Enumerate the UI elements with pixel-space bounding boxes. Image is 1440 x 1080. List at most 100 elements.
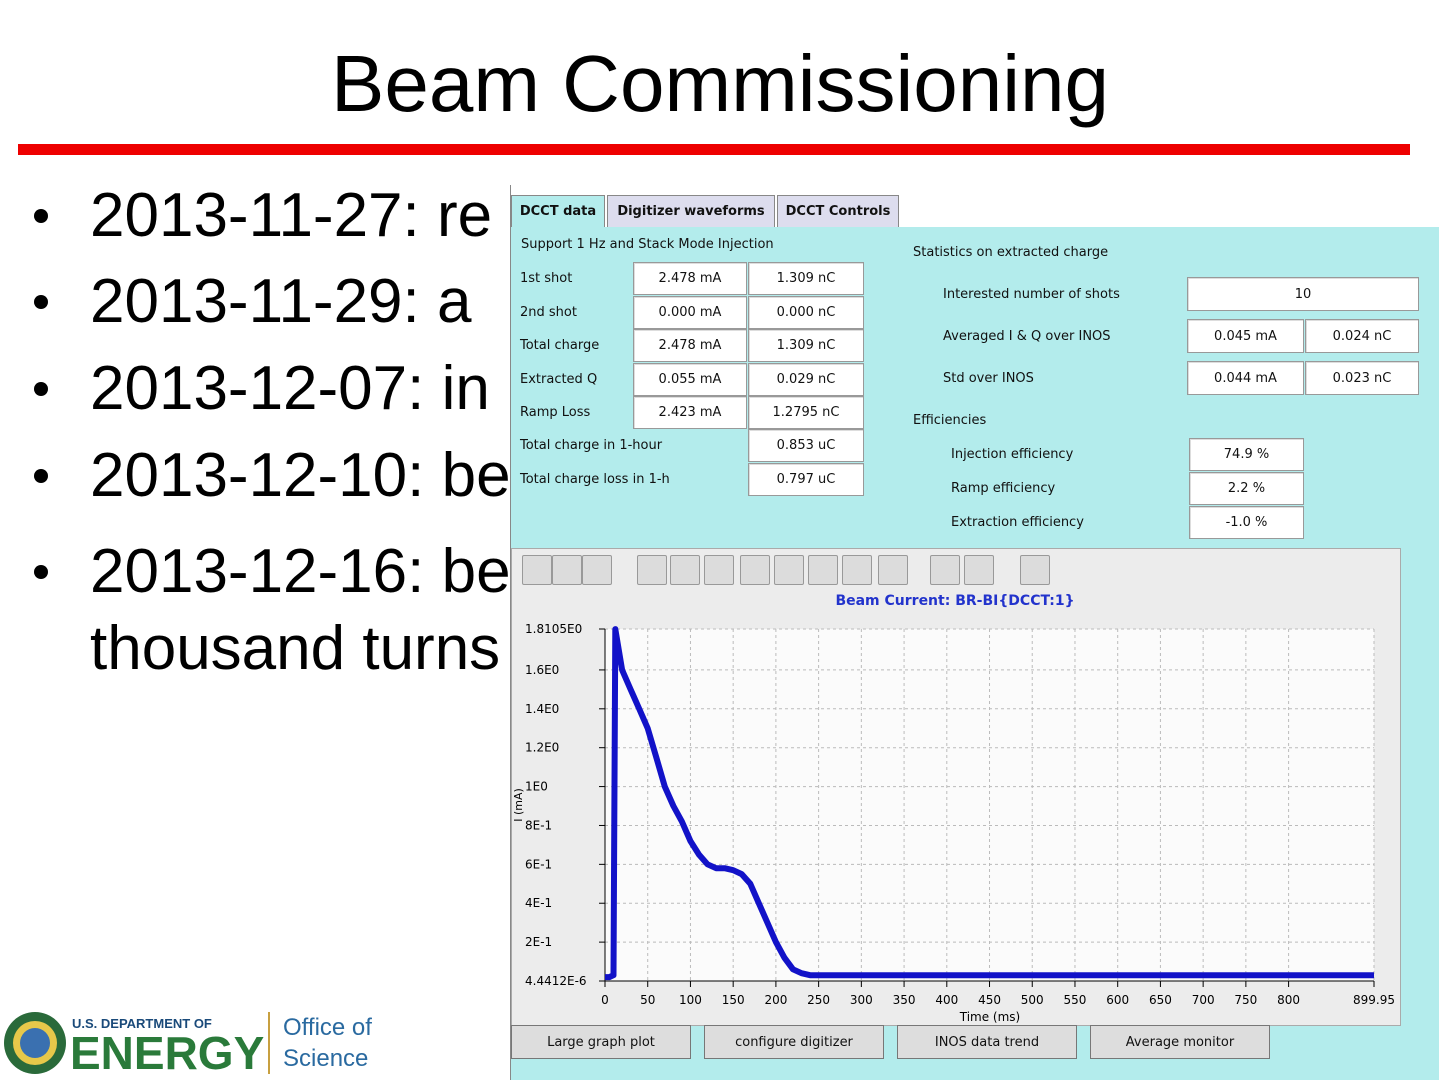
bullet-dot (34, 565, 48, 579)
value-cell: 2.423 mA (633, 396, 747, 429)
toolbar-button[interactable] (930, 555, 960, 585)
x-axis-label: Time (ms) (959, 1010, 1021, 1024)
plot-panel: Beam Current: BR-BI{DCCT:1} 4.4412E-6 2E-1… (511, 548, 1401, 1026)
bullet-text: 2013-11-27: re (90, 181, 493, 250)
value-cell: 0.000 mA (633, 295, 747, 329)
bullet-dot (34, 209, 48, 223)
toolbar-button[interactable] (582, 555, 612, 585)
toolbar-button[interactable] (878, 555, 908, 585)
seal (4, 1012, 66, 1074)
logo-science: Science (283, 1045, 369, 1072)
value-cell: 0.797 uC (748, 462, 864, 496)
x-tick-label: 600 (1106, 993, 1129, 1007)
row-label: Total charge (520, 338, 600, 353)
x-tick-label: 750 (1234, 993, 1257, 1007)
value-cell: 0.045 mA (1187, 319, 1304, 353)
x-tick-label: 0 (601, 993, 609, 1007)
value-cell: -1.0 % (1189, 506, 1304, 539)
button[interactable]: configure digitizer (704, 1025, 884, 1059)
value-cell: 0.853 uC (748, 429, 864, 462)
chart-title: Beam Current: BR-BI{DCCT:1} (835, 593, 1074, 609)
tab[interactable]: DCCT data (511, 195, 605, 227)
toolbar-button[interactable] (670, 555, 700, 585)
bullet-text: 2013-12-16: be (90, 537, 511, 606)
slide-title: Beam Commissioning (330, 39, 1110, 128)
row-label: Averaged I & Q over INOS (943, 329, 1111, 344)
bullet-text: 2013-12-07: in (90, 354, 490, 423)
value-cell: 0.023 nC (1305, 361, 1419, 395)
toolbar-button[interactable] (774, 555, 804, 585)
row-label: Std over INOS (943, 371, 1034, 386)
y-tick-label: 1.2E0 (525, 741, 559, 755)
bullet-text: thousand turns (90, 614, 501, 683)
row-label: Ramp efficiency (951, 481, 1056, 496)
y-tick-label: 1E0 (525, 780, 548, 794)
y-tick-label: 1.6E0 (525, 663, 559, 677)
toolbar-button[interactable] (637, 555, 667, 585)
value-cell: 1.309 nC (748, 262, 864, 295)
value-cell: 0.024 nC (1305, 319, 1419, 353)
panel-heading: Statistics on extracted charge (913, 245, 1109, 260)
x-tick-label: 450 (978, 993, 1001, 1007)
y-tick-label: 4E-1 (525, 896, 552, 910)
row-label: Total charge in 1-hour (520, 438, 663, 453)
row-label: Extracted Q (520, 371, 598, 387)
toolbar-button[interactable] (964, 555, 994, 585)
x-tick-label: 650 (1149, 993, 1172, 1007)
button[interactable]: Average monitor (1090, 1025, 1270, 1059)
tab[interactable]: DCCT Controls (777, 195, 899, 227)
button[interactable]: Large graph plot (511, 1025, 691, 1059)
x-tick-label: 500 (1021, 993, 1044, 1007)
logo-dept: U.S. DEPARTMENT OF (72, 1016, 212, 1031)
toolbar-button[interactable] (740, 555, 770, 585)
value-cell: 2.478 mA (633, 329, 747, 362)
bullet-text: 2013-11-29: a (90, 267, 472, 336)
data-line (605, 626, 1374, 981)
row-label: 1st shot (520, 271, 573, 286)
value-cell: 1.309 nC (748, 329, 864, 362)
value-cell: 0.055 mA (633, 362, 747, 396)
x-tick-label: 50 (640, 993, 655, 1007)
toolbar-button[interactable] (522, 555, 552, 585)
y-tick-label: 2E-1 (525, 935, 552, 949)
panel-heading: Support 1 Hz and Stack Mode Injection (521, 237, 774, 252)
value-cell: 1.2795 nC (748, 396, 864, 429)
x-tick-label: 899.95 (1353, 993, 1395, 1007)
value-cell: 0.029 nC (748, 362, 864, 396)
toolbar-button[interactable] (808, 555, 838, 585)
tab[interactable]: Digitizer waveforms (607, 195, 775, 227)
y-tick-label: 8E-1 (525, 818, 552, 832)
y-tick-label: 6E-1 (525, 857, 552, 871)
button[interactable]: INOS data trend (897, 1025, 1077, 1059)
bullet-dot (34, 295, 48, 309)
x-tick-label: 400 (935, 993, 958, 1007)
shots-input[interactable]: 10 (1187, 277, 1419, 311)
y-tick-label: 1.4E0 (525, 702, 559, 716)
x-tick-label: 150 (722, 993, 745, 1007)
toolbar-button[interactable] (1020, 555, 1050, 585)
x-tick-label: 100 (679, 993, 702, 1007)
y-tick-label: 4.4412E-6 (525, 974, 587, 988)
y-tick-label: 1.8105E0 (525, 622, 582, 636)
bullet-dot (34, 469, 48, 483)
toolbar-button[interactable] (704, 555, 734, 585)
panel-heading: Efficiencies (913, 413, 987, 428)
toolbar-button[interactable] (842, 555, 872, 585)
logo-office: Office of (283, 1014, 372, 1041)
value-cell: 2.478 mA (633, 262, 747, 295)
row-label: Injection efficiency (951, 447, 1074, 462)
toolbar-button[interactable] (552, 555, 582, 585)
x-tick-label: 200 (764, 993, 787, 1007)
x-tick-label: 800 (1277, 993, 1300, 1007)
logo-divider (268, 1012, 270, 1074)
value-cell: 2.2 % (1189, 472, 1304, 505)
x-tick-label: 550 (1064, 993, 1087, 1007)
bullet-dot (34, 382, 48, 396)
value-cell: 0.044 mA (1187, 361, 1304, 395)
row-label: Extraction efficiency (951, 515, 1084, 530)
y-axis-label: I (mA) (512, 788, 525, 822)
x-tick-label: 300 (850, 993, 873, 1007)
x-tick-label: 350 (893, 993, 916, 1007)
row-label: 2nd shot (520, 304, 577, 320)
